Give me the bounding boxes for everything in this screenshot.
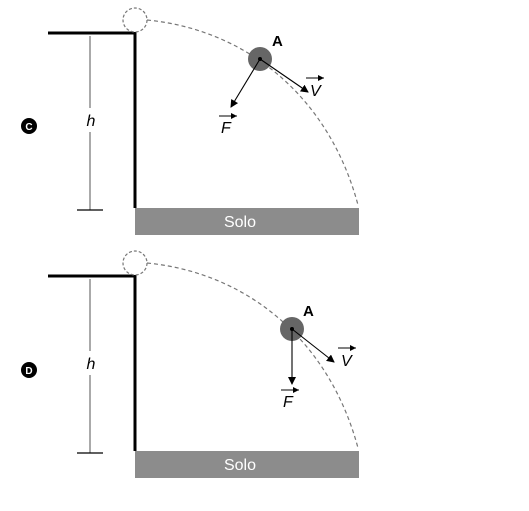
trajectory-path [146,19,359,206]
point-label: A [272,33,283,50]
height-label: h [87,113,96,130]
force-label-group: F [281,387,299,411]
height-indicator: h [77,279,103,454]
option-letter: C [25,122,32,133]
cliff-outline [48,31,137,208]
option-letter: D [25,366,32,377]
panel-c: C h Solo A V [21,7,359,235]
height-label: h [87,356,96,373]
velocity-vector [259,58,309,93]
ground-label: Solo [224,214,256,231]
option-badge-d: D [21,362,37,378]
velocity-vector [291,328,335,363]
force-label-group: F [219,113,237,137]
cliff-outline [48,274,137,451]
velocity-label: V [310,83,322,100]
ball-start-position [122,250,148,276]
velocity-label-group: V [306,75,324,100]
panel-d: D h Solo A V [21,250,359,478]
option-badge-c: C [21,118,37,134]
ground: Solo [135,208,359,235]
force-vector [230,58,261,108]
ball-start-position [122,7,148,33]
velocity-label: V [341,353,353,370]
force-label: F [283,394,294,411]
point-label: A [303,303,314,320]
ground: Solo [135,451,359,478]
velocity-label-group: V [338,345,356,370]
force-label: F [221,120,232,137]
trajectory-path [146,262,359,449]
ground-label: Solo [224,457,256,474]
height-indicator: h [77,36,103,211]
